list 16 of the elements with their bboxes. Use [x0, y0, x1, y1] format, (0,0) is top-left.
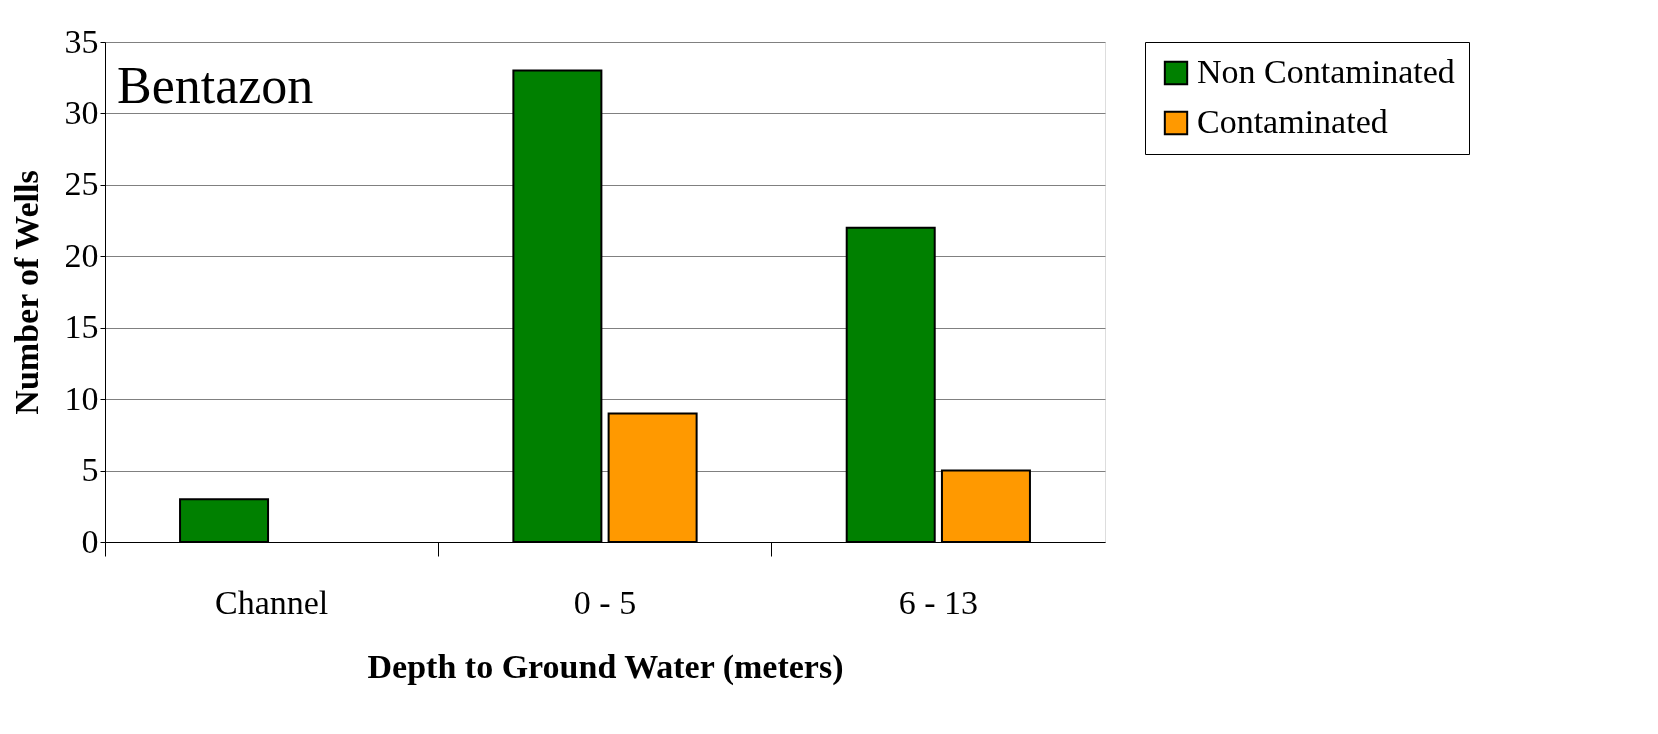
- legend-label: Contaminated: [1197, 103, 1388, 140]
- y-tick-label: 5: [81, 451, 99, 489]
- x-tick-label: 6 - 13: [898, 583, 978, 621]
- x-axis-title: Depth to Ground Water (meters): [367, 647, 844, 686]
- y-tick-label: 30: [64, 93, 99, 131]
- x-tick-label: 0 - 5: [573, 583, 637, 621]
- chart-title: Bentazon: [117, 57, 314, 114]
- y-tick-label: 0: [81, 522, 99, 560]
- y-tick-label: 15: [64, 308, 99, 346]
- y-tick-label: 25: [64, 165, 99, 203]
- y-axis-title: Number of Wells: [7, 170, 45, 415]
- y-tick-label: 10: [64, 379, 99, 417]
- y-tick-label: 35: [64, 22, 99, 60]
- y-tick-label: 20: [64, 236, 99, 274]
- x-tick-label: Channel: [215, 583, 329, 621]
- legend-label: Non Contaminated: [1197, 53, 1455, 90]
